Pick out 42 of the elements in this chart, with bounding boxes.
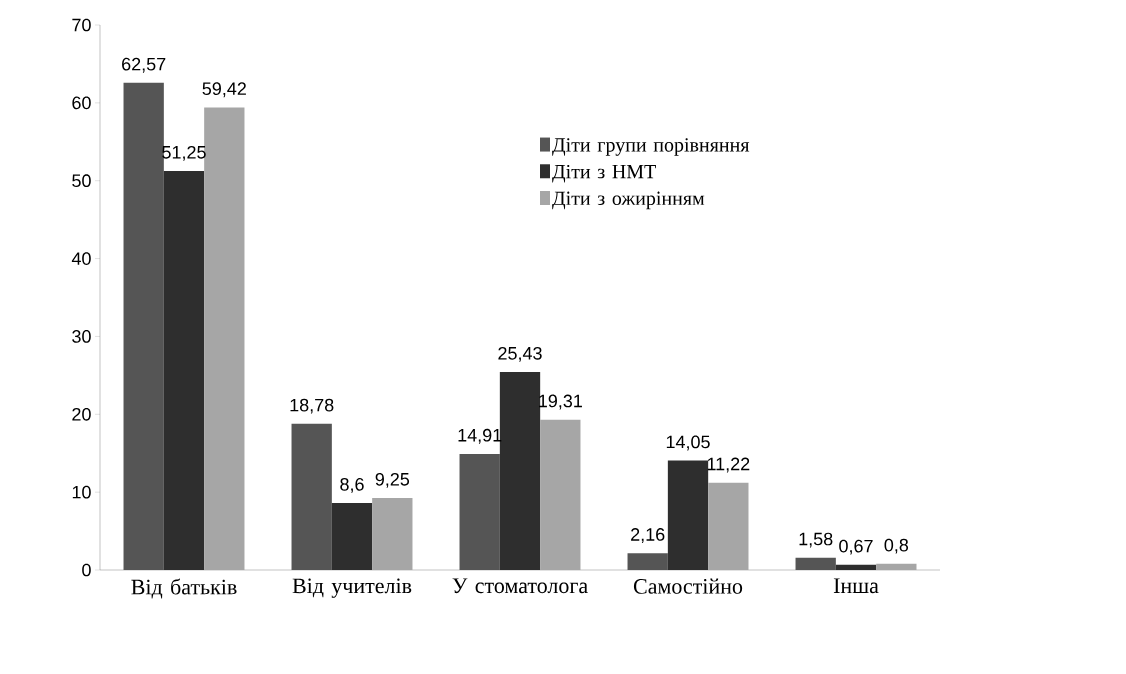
bar xyxy=(123,82,164,570)
y-tick-label: 50 xyxy=(72,174,91,188)
y-tick-label: 60 xyxy=(72,96,91,110)
bar xyxy=(667,460,709,570)
bar xyxy=(627,553,668,570)
x-tick-label: Від учителів xyxy=(292,578,412,598)
x-tick-label: У стоматолога xyxy=(452,578,588,594)
bar xyxy=(331,503,373,570)
y-tick-label: 70 xyxy=(72,18,91,32)
x-tick-label: Від батьків xyxy=(131,578,237,599)
bar xyxy=(835,564,877,570)
data-label: 25,43 xyxy=(498,346,542,362)
legend-label: Діти групи порівняння xyxy=(552,138,750,156)
bar xyxy=(708,482,749,570)
data-label: 14,05 xyxy=(666,435,710,451)
data-label: 18,78 xyxy=(290,398,334,414)
bar xyxy=(204,107,245,570)
data-label: 2,16 xyxy=(631,528,665,543)
data-label: 0,67 xyxy=(839,539,873,555)
data-label: 11,22 xyxy=(707,457,750,473)
bar xyxy=(876,563,917,570)
data-label: 59,42 xyxy=(202,82,246,98)
x-tick-label: Самостійно xyxy=(633,578,743,594)
legend-label: Діти з ожирінням xyxy=(552,191,705,210)
data-label: 9,25 xyxy=(375,472,410,488)
y-tick-label: 40 xyxy=(71,252,91,265)
bar xyxy=(163,170,205,570)
data-label: 0,8 xyxy=(884,538,909,554)
legend-label: Діти з НМТ xyxy=(552,164,656,183)
bar xyxy=(540,419,581,570)
y-tick-label: 10 xyxy=(72,485,91,499)
y-tick-label: 20 xyxy=(72,407,91,421)
bar xyxy=(459,453,500,570)
y-tick-label: 0 xyxy=(82,563,91,577)
bar xyxy=(795,557,836,570)
data-label: 1,58 xyxy=(799,532,833,548)
x-tick-label: Інша xyxy=(833,578,879,594)
data-label: 62,57 xyxy=(122,57,166,73)
data-label: 8,6 xyxy=(340,477,364,493)
bar xyxy=(372,497,413,570)
bar xyxy=(291,423,332,570)
y-tick-label: 30 xyxy=(72,330,91,343)
